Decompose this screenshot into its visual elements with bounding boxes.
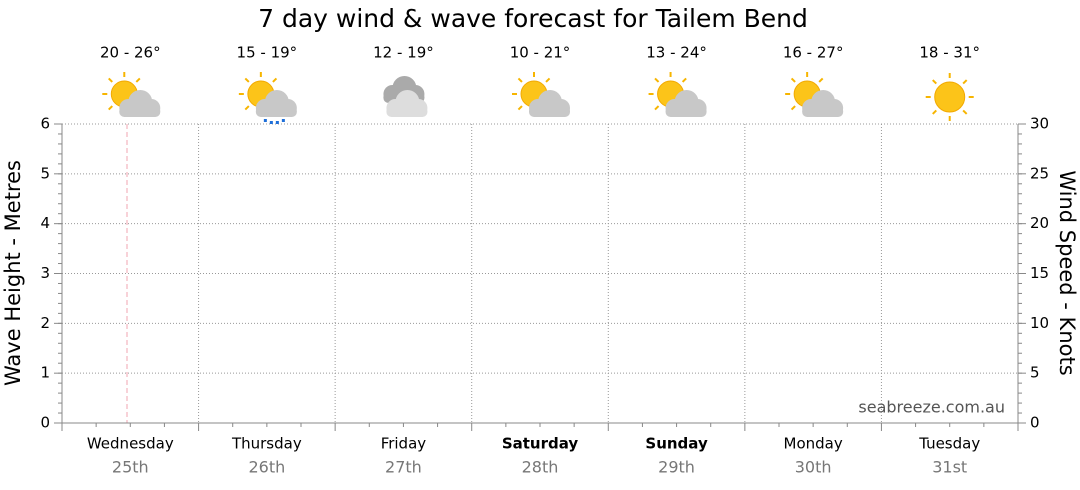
x-tick-label: Tuesday — [918, 435, 980, 453]
y2-axis-label: Wind Speed - Knots — [1055, 170, 1079, 375]
sun-ray — [654, 105, 660, 111]
temperature-label: 13 - 24° — [646, 44, 707, 62]
temperature-label: 10 - 21° — [510, 44, 571, 62]
y2-tick-label: 20 — [1030, 214, 1049, 232]
y-tick-label: 1 — [40, 364, 50, 382]
temperature-label: 15 - 19° — [237, 44, 298, 62]
sun-ray — [932, 109, 937, 115]
y-tick-label: 6 — [40, 115, 50, 133]
y-tick-label: 4 — [40, 214, 50, 232]
y-tick-label: 2 — [40, 314, 50, 332]
y2-tick-label: 15 — [1030, 264, 1049, 282]
date-label: 31st — [932, 458, 967, 477]
sun-ray — [681, 77, 687, 83]
weather-icon — [238, 72, 297, 124]
sun-ray — [517, 105, 523, 111]
cloud — [665, 106, 707, 117]
sun-ray — [517, 77, 523, 83]
sun-ray — [790, 77, 796, 83]
watermark: seabreeze.com.au — [858, 398, 1005, 417]
y-tick-label: 5 — [40, 164, 50, 182]
y2-tick-label: 0 — [1030, 414, 1040, 432]
x-tick-label: Friday — [381, 435, 427, 453]
weather-icon — [512, 72, 570, 117]
cloud — [802, 106, 844, 117]
sun-ray — [962, 109, 968, 115]
sun-ray — [272, 77, 278, 83]
chart-title: 7 day wind & wave forecast for Tailem Be… — [258, 4, 808, 33]
cloud — [255, 106, 297, 117]
weather-icon — [785, 72, 844, 117]
date-label: 30th — [795, 458, 832, 477]
y-tick-label: 0 — [40, 414, 50, 432]
temperature-label: 16 - 27° — [783, 44, 844, 62]
date-label: 29th — [658, 458, 695, 477]
rain — [275, 121, 279, 124]
cloud — [386, 106, 428, 117]
rain — [263, 119, 267, 122]
sun-ray — [654, 77, 660, 83]
sun-ray — [545, 77, 551, 83]
weather-icon — [925, 73, 974, 121]
sun-ray — [932, 79, 937, 85]
date-label: 27th — [385, 458, 422, 477]
y-axis-label: Wave Height - Metres — [1, 160, 25, 386]
x-tick-label: Wednesday — [87, 435, 174, 453]
y-tick-label: 3 — [40, 264, 50, 282]
x-tick-label: Saturday — [502, 435, 579, 453]
weather-icon — [102, 72, 161, 117]
y2-tick-label: 30 — [1030, 115, 1049, 133]
y2-tick-label: 25 — [1030, 164, 1049, 182]
x-tick-label: Sunday — [645, 435, 708, 453]
cloud — [529, 106, 570, 117]
rain — [281, 119, 285, 122]
sun-ray — [108, 105, 113, 111]
date-label: 25th — [112, 458, 149, 477]
temperature-label: 18 - 31° — [919, 44, 980, 62]
y2-tick-label: 5 — [1030, 364, 1040, 382]
sun-ray — [818, 77, 824, 83]
cloud — [119, 106, 161, 117]
temperature-label: 12 - 19° — [373, 44, 434, 62]
rain — [269, 121, 273, 124]
x-tick-label: Monday — [784, 435, 843, 453]
sun-ray — [244, 77, 250, 83]
sun-ray — [108, 77, 113, 83]
date-label: 26th — [248, 458, 285, 477]
sun — [934, 81, 966, 113]
sun-ray — [790, 105, 796, 111]
sun-ray — [962, 79, 968, 85]
y2-tick-label: 10 — [1030, 314, 1049, 332]
sun-ray — [135, 77, 141, 83]
weather-icon — [648, 72, 707, 117]
sun-ray — [244, 105, 250, 111]
x-tick-label: Thursday — [231, 435, 302, 453]
weather-icon — [383, 76, 428, 117]
temperature-label: 20 - 26° — [100, 44, 161, 62]
date-label: 28th — [522, 458, 559, 477]
